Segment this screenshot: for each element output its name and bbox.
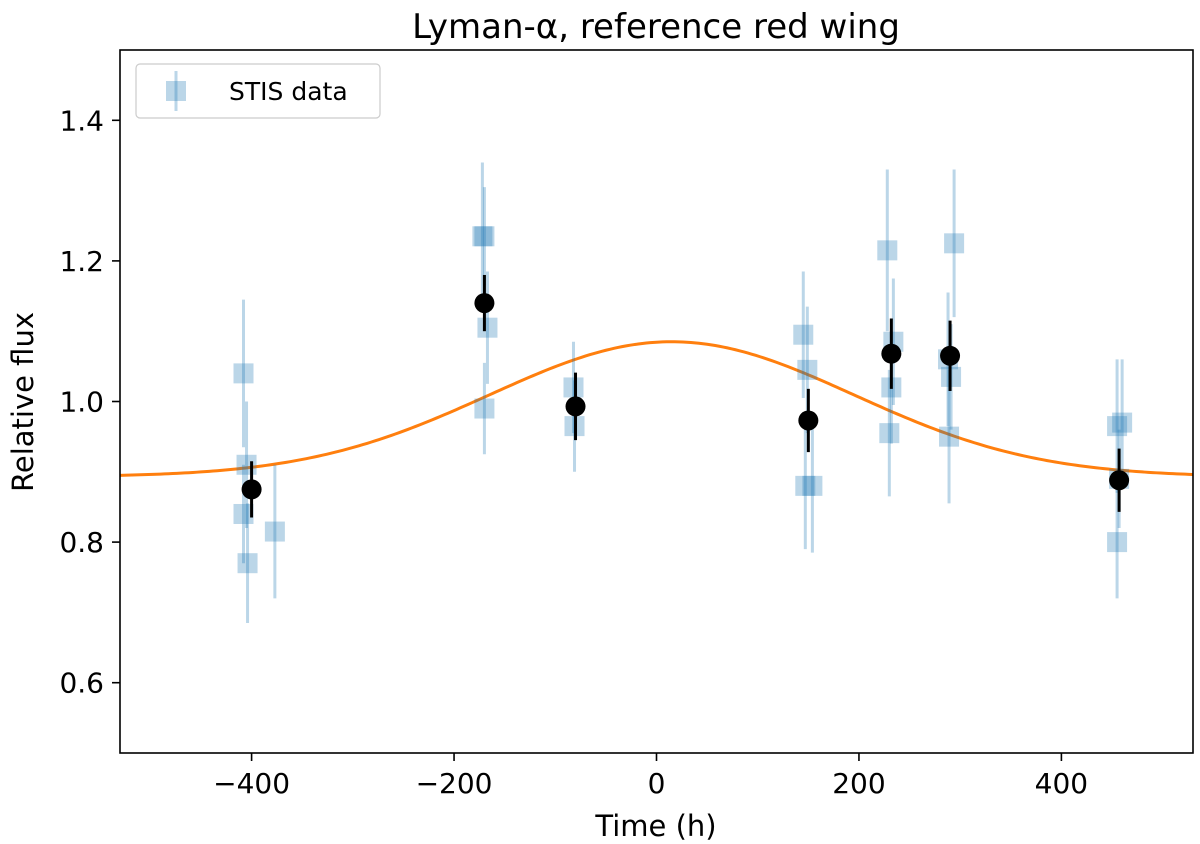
y-axis-label: Relative flux [6,312,40,492]
binned-point [940,345,961,366]
legend-marker [166,81,186,101]
stis-point [233,503,254,524]
x-axis: −400 −200 0 200 400 [213,753,1088,800]
y-tick-label: 1.4 [59,104,104,137]
y-tick-label: 0.6 [59,667,104,700]
y-tick-label: 0.8 [59,526,104,559]
stis-point [563,377,584,398]
stis-point [474,226,495,247]
stis-point [264,521,285,542]
binned-point [798,410,819,431]
x-tick-label: −200 [416,767,493,800]
binned-point [474,293,495,314]
stis-point [793,324,814,345]
model-curve [120,340,1193,477]
binned-point [1109,470,1130,491]
plot-border [119,49,1194,754]
stis-point [233,363,254,384]
stis-point [877,240,898,261]
stis-point [795,475,816,496]
x-tick-label: 0 [648,767,666,800]
binned-point [881,343,902,364]
stis-point [939,426,960,447]
x-tick-label: 200 [832,767,885,800]
stis-point [1107,532,1128,553]
stis-point [1112,412,1133,433]
stis-point [236,454,257,475]
x-tick-label: 400 [1035,767,1088,800]
plot-frame [120,50,1193,753]
stis-point [237,553,258,574]
y-tick-label: 1.0 [59,386,104,419]
stis-point [802,475,823,496]
stis-point [797,359,818,380]
stis-point [1107,416,1128,437]
stis-point [472,226,493,247]
stis-point [944,233,965,254]
stis-point [477,317,498,338]
x-axis-label: Time (h) [594,809,716,843]
legend: STIS data [135,63,381,119]
legend-label-stis: STIS data [229,77,348,106]
stis-point [474,398,495,419]
binned-point [241,479,262,500]
legend-box [135,63,381,119]
stis-point [879,423,900,444]
chart-title: Lyman-α, reference red wing [412,7,900,47]
binned-point [565,396,586,417]
y-tick-label: 1.2 [59,245,104,278]
series-layer [120,162,1193,623]
y-axis: 0.6 0.8 1.0 1.2 1.4 [59,104,120,700]
x-tick-label: −400 [213,767,290,800]
